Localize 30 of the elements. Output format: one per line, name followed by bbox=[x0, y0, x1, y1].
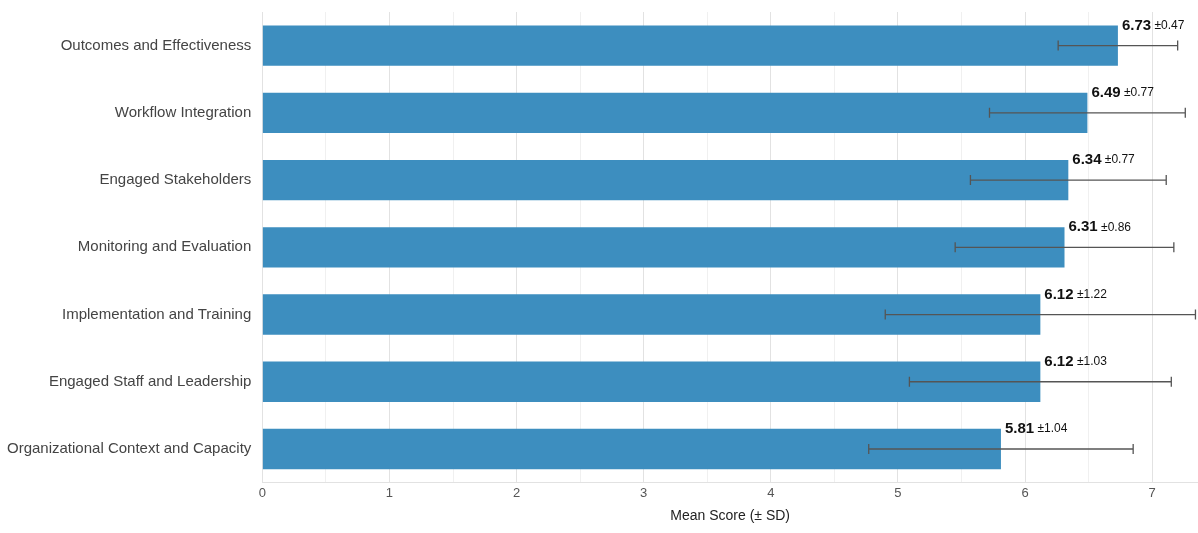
x-tick-label: 2 bbox=[512, 484, 521, 500]
y-tick-label: Engaged Staff and Leadership bbox=[48, 371, 252, 389]
bar bbox=[262, 25, 1118, 66]
bar bbox=[262, 428, 1001, 470]
data-label: 6.49 ±0.77 bbox=[1091, 82, 1155, 100]
bar bbox=[262, 92, 1088, 134]
y-tick-label: Outcomes and Effectiveness bbox=[60, 35, 252, 53]
data-label: 6.34 ±0.77 bbox=[1072, 150, 1136, 168]
y-tick-label: Monitoring and Evaluation bbox=[77, 237, 252, 255]
y-tick-label: Organizational Context and Capacity bbox=[6, 439, 252, 457]
data-label: 6.31 ±0.86 bbox=[1068, 217, 1132, 235]
x-tick-label: 7 bbox=[1148, 484, 1156, 500]
x-axis-title: Mean Score (± SD) bbox=[670, 507, 791, 524]
data-label: 6.12 ±1.03 bbox=[1044, 351, 1108, 369]
x-tick-label: 4 bbox=[767, 484, 775, 500]
data-label: 6.12 ±1.22 bbox=[1044, 284, 1108, 302]
bar bbox=[262, 159, 1069, 201]
y-tick-label: Workflow Integration bbox=[114, 102, 252, 120]
y-tick-label: Implementation and Training bbox=[62, 304, 252, 322]
x-tick-label: 0 bbox=[258, 484, 266, 500]
x-tick-label: 1 bbox=[385, 484, 394, 500]
x-tick-label: 6 bbox=[1021, 484, 1029, 500]
x-tick-label: 5 bbox=[894, 484, 902, 500]
data-label: 6.73 ±0.47 bbox=[1121, 15, 1185, 33]
bar bbox=[262, 361, 1041, 402]
bar bbox=[262, 227, 1065, 268]
bar bbox=[262, 294, 1041, 335]
x-tick-label: 3 bbox=[640, 484, 648, 500]
data-label: 5.81 ±1.04 bbox=[1004, 419, 1068, 437]
y-tick-label: Engaged Stakeholders bbox=[99, 170, 252, 188]
